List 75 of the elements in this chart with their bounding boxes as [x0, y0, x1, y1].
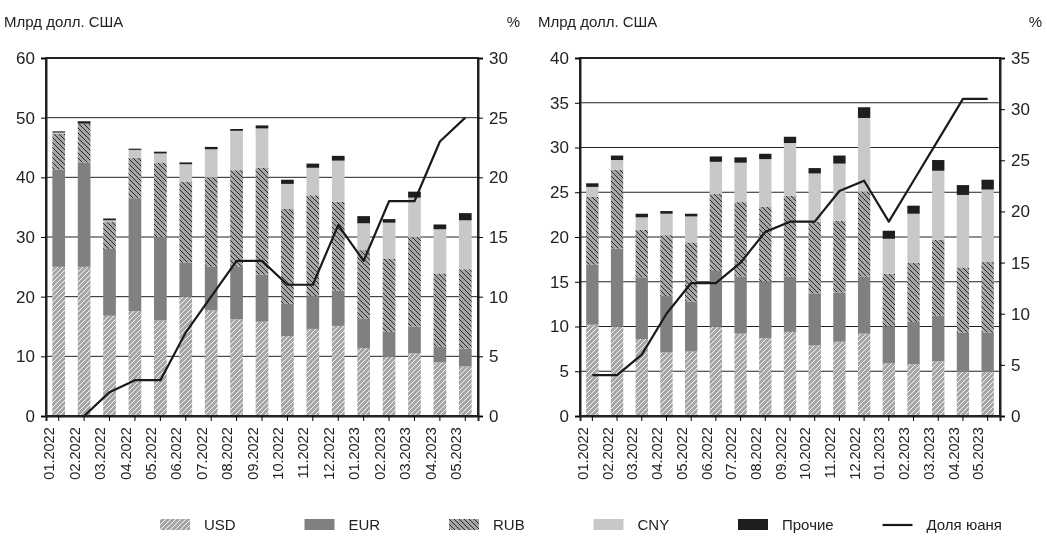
x-tick-label: 09.2022 [244, 427, 261, 480]
x-tick-label: 07.2022 [723, 427, 740, 480]
legend-label: USD [204, 516, 236, 533]
x-tick-label: 05.2023 [447, 427, 464, 480]
x-tick-label: 03.2023 [397, 427, 414, 480]
x-tick-label: 12.2022 [320, 427, 337, 480]
y-tick-label: 40 [550, 48, 569, 68]
y2-tick-label: 10 [489, 287, 508, 307]
y2-tick-label: 0 [489, 406, 499, 426]
y-axis-title: Млрд долл. США [4, 13, 124, 30]
y2-tick-label: 25 [489, 108, 508, 128]
x-tick-label: 07.2022 [193, 427, 210, 480]
x-tick-label: 05.2022 [673, 427, 690, 480]
y-tick-label: 20 [16, 287, 35, 307]
y2-tick-label: 15 [1011, 253, 1030, 273]
x-tick-label: 03.2022 [624, 427, 641, 480]
y-tick-label: 0 [25, 406, 35, 426]
y2-axis-title: % [506, 13, 520, 30]
x-tick-label: 05.2023 [970, 427, 987, 480]
y2-tick-label: 30 [1011, 100, 1030, 120]
x-tick-label: 06.2022 [698, 427, 715, 480]
y-tick-label: 15 [550, 272, 569, 292]
y-tick-label: 30 [16, 227, 35, 247]
y-tick-label: 10 [16, 347, 35, 367]
y2-tick-label: 25 [1011, 151, 1030, 171]
y2-tick-label: 20 [489, 168, 508, 188]
y2-tick-label: 30 [489, 48, 508, 68]
x-tick-label: 11.2022 [822, 427, 839, 479]
x-tick-label: 01.2022 [41, 427, 58, 480]
x-tick-label: 04.2022 [117, 427, 134, 480]
x-tick-label: 02.2023 [371, 427, 388, 480]
x-tick-label: 04.2023 [945, 427, 962, 480]
legend-label: Прочие [782, 516, 834, 533]
y2-axis-title: % [1028, 13, 1042, 30]
x-tick-label: 10.2022 [797, 427, 814, 480]
legend-label: EUR [348, 516, 381, 533]
legend-label: CNY [637, 516, 670, 533]
x-tick-label: 08.2022 [747, 427, 764, 480]
x-tick-label: 09.2022 [772, 427, 789, 480]
y2-tick-label: 0 [1011, 406, 1021, 426]
x-tick-label: 03.2023 [920, 427, 937, 480]
y-tick-label: 20 [550, 227, 569, 247]
x-tick-label: 08.2022 [219, 427, 236, 480]
x-tick-label: 12.2022 [846, 427, 863, 480]
y-tick-label: 5 [559, 362, 569, 382]
x-tick-label: 11.2022 [295, 427, 312, 479]
y2-tick-label: 20 [1011, 202, 1030, 222]
x-tick-label: 01.2023 [871, 427, 888, 480]
y-tick-label: 40 [16, 168, 35, 188]
x-tick-label: 02.2023 [896, 427, 913, 480]
y-axis-title: Млрд долл. США [538, 13, 658, 30]
legend-label: Доля юаня [926, 516, 1002, 533]
x-tick-label: 06.2022 [168, 427, 185, 480]
y2-tick-label: 5 [489, 347, 499, 367]
x-tick-label: 10.2022 [270, 427, 287, 480]
x-tick-label: 02.2022 [66, 427, 83, 480]
y-tick-label: 10 [550, 317, 569, 337]
y2-tick-label: 35 [1011, 48, 1030, 68]
x-tick-label: 03.2022 [92, 427, 109, 480]
y2-tick-label: 15 [489, 227, 508, 247]
y-tick-label: 0 [559, 406, 569, 426]
x-tick-label: 05.2022 [143, 427, 159, 480]
y-tick-label: 25 [550, 183, 569, 203]
x-tick-label: 04.2023 [422, 427, 439, 480]
y-tick-label: 30 [550, 138, 569, 158]
y-tick-label: 60 [16, 48, 35, 68]
x-tick-label: 04.2022 [649, 427, 666, 480]
x-tick-label: 02.2022 [599, 427, 616, 480]
y2-tick-label: 10 [1011, 304, 1030, 324]
y-tick-label: 50 [16, 108, 35, 128]
x-tick-label: 01.2022 [575, 427, 591, 480]
legend-label: RUB [493, 516, 525, 533]
y2-tick-label: 5 [1011, 355, 1021, 375]
x-tick-label: 01.2023 [346, 427, 363, 480]
y-tick-label: 35 [550, 93, 569, 113]
